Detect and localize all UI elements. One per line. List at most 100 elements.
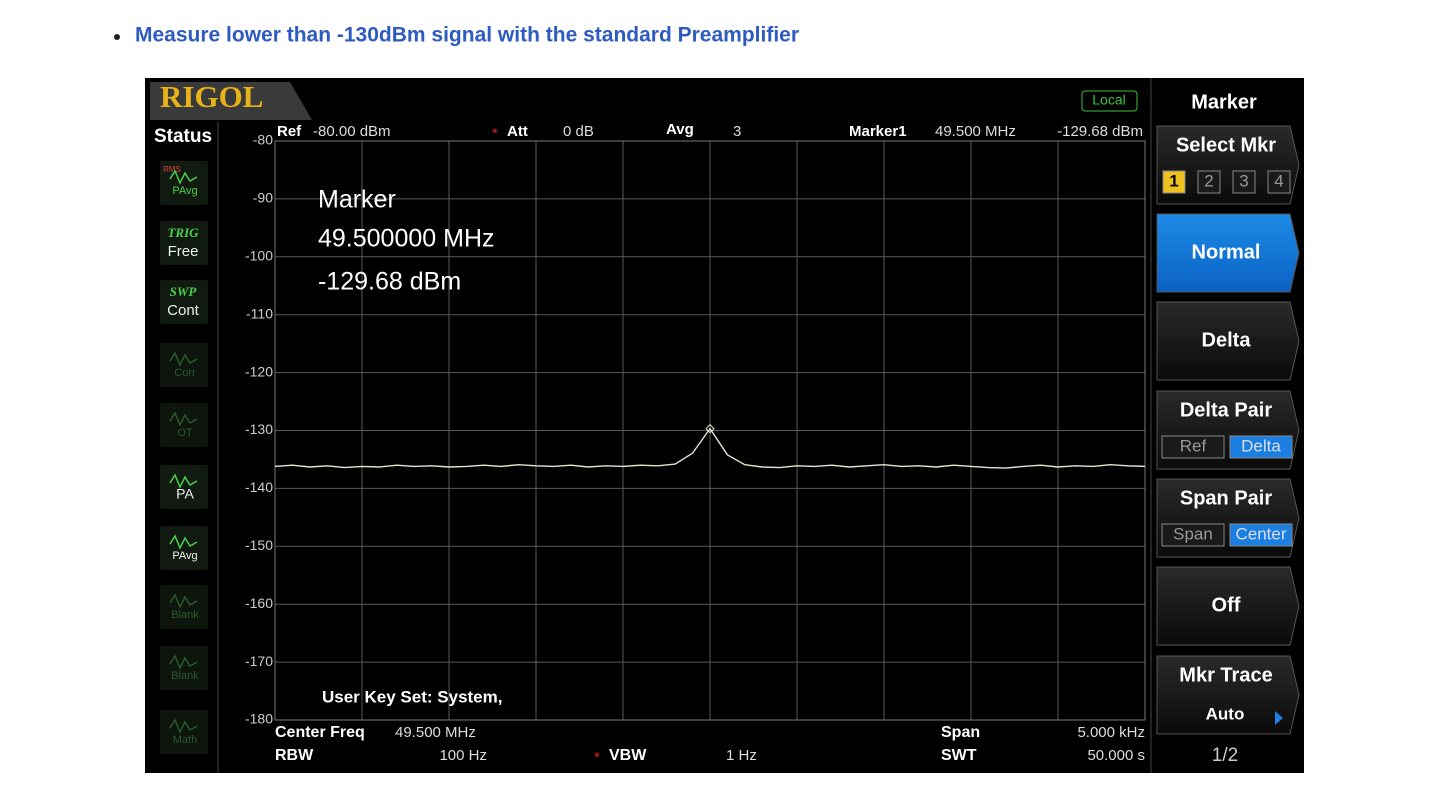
menu-button-label: Normal: [1192, 241, 1261, 263]
marker-overlay-title: Marker: [318, 186, 396, 214]
marker-freq: 49.500 MHz: [935, 123, 1016, 140]
status-icon: [169, 718, 198, 734]
rbw-label: RBW: [275, 747, 314, 764]
menu-option-box[interactable]: [1267, 170, 1291, 194]
menu-option-box[interactable]: [1229, 435, 1293, 459]
ref-value: -80.00 dBm: [313, 123, 391, 140]
bullet-text: Measure lower than -130dBm signal with t…: [135, 24, 799, 47]
status-icon-text: RMS: [163, 165, 181, 174]
status-label: Blank: [171, 609, 199, 621]
swt-label: SWT: [941, 747, 977, 764]
status-icon-text: SWP: [170, 284, 198, 299]
status-icon: [169, 411, 198, 427]
marker-overlay-freq: 49.500000 MHz: [318, 225, 495, 253]
y-tick-label: -90: [253, 190, 273, 206]
instrument-screen: [145, 78, 1304, 773]
plot: [274, 140, 1146, 721]
marker-label: Marker1: [849, 123, 907, 140]
span-value: 5.000 kHz: [1077, 724, 1145, 741]
menu-option-box[interactable]: [1161, 435, 1225, 459]
y-tick-label: -160: [245, 595, 273, 611]
menu-button[interactable]: [1156, 213, 1300, 293]
status-icon: [169, 534, 198, 550]
status-icon: [169, 593, 198, 609]
menu-option-box[interactable]: [1161, 523, 1225, 547]
rbw-value: 100 Hz: [439, 747, 487, 764]
trace: [274, 427, 1146, 469]
status-icon: [169, 351, 198, 367]
att-label: Att: [507, 123, 528, 140]
menu-option: Delta: [1241, 436, 1281, 455]
logo-band: [150, 82, 312, 120]
bullet: [114, 34, 120, 40]
status-label: Cont: [167, 302, 200, 319]
menu-button[interactable]: [1156, 125, 1300, 205]
att-asterisk: *: [492, 125, 498, 142]
status-icon: [169, 654, 198, 670]
menu-option-box[interactable]: [1229, 523, 1293, 547]
status-title: Status: [154, 126, 212, 147]
y-tick-label: -130: [245, 421, 273, 437]
plot-border: [274, 140, 1146, 721]
menu-option: Span: [1173, 524, 1213, 543]
att-value: 0 dB: [563, 123, 594, 140]
local-box: [1081, 90, 1138, 112]
menu-button-label: Delta: [1202, 329, 1252, 351]
status-icon-box: [160, 646, 208, 690]
menu-option: 1: [1169, 171, 1178, 190]
menu-title: Marker: [1191, 91, 1257, 113]
y-tick-label: -140: [245, 479, 273, 495]
status-label: PAvg: [172, 550, 197, 562]
menu-option-box[interactable]: [1197, 170, 1221, 194]
local-indicator: Local: [1092, 92, 1125, 108]
menu-button-sub: Auto: [1206, 704, 1245, 723]
menu-button[interactable]: [1156, 566, 1300, 646]
status-icon-box: [160, 585, 208, 629]
center-label: Center Freq: [275, 724, 365, 741]
avg-value: 3: [733, 123, 741, 140]
status-icon-box: [160, 526, 208, 570]
menu-option-box[interactable]: [1162, 170, 1186, 194]
user-key-set: User Key Set: System,: [322, 687, 502, 706]
menu-button[interactable]: [1156, 655, 1300, 735]
y-tick-label: -80: [253, 132, 273, 148]
menu-arrow: [1275, 711, 1283, 725]
y-tick-label: -180: [245, 711, 273, 727]
menu-button-label: Off: [1212, 594, 1241, 616]
menu-button-label: Select Mkr: [1176, 134, 1276, 156]
status-label: OT: [177, 427, 193, 439]
menu-button[interactable]: [1156, 301, 1300, 381]
ref-label: Ref: [277, 123, 302, 140]
menu-button-label: Mkr Trace: [1179, 664, 1272, 686]
menu-button-label: Delta Pair: [1180, 399, 1272, 421]
vbw-label: VBW: [609, 747, 647, 764]
status-label: PA: [176, 486, 194, 502]
menu-option: Center: [1235, 524, 1286, 543]
status-icon: [169, 473, 198, 489]
menu-page: 1/2: [1212, 745, 1238, 766]
status-label: PAvg: [172, 185, 197, 197]
logo: RIGOL: [160, 79, 263, 114]
y-tick-label: -170: [245, 653, 273, 669]
vbw-asterisk: *: [594, 749, 600, 766]
status-icon-box: [160, 343, 208, 387]
status-label: Corr: [174, 367, 196, 379]
vbw-value: 1 Hz: [726, 747, 757, 764]
status-label: Math: [173, 734, 197, 746]
y-tick-label: -100: [245, 248, 273, 264]
y-tick-label: -120: [245, 363, 273, 379]
status-icon-box: [160, 710, 208, 754]
span-label: Span: [941, 724, 980, 741]
status-icon-box: [160, 403, 208, 447]
menu-button-label: Span Pair: [1180, 487, 1272, 509]
menu-option: 3: [1239, 171, 1248, 190]
status-icon-box: [160, 280, 208, 324]
avg-label: Avg: [666, 121, 694, 138]
menu-option-box[interactable]: [1232, 170, 1256, 194]
marker-amp: -129.68 dBm: [1057, 123, 1143, 140]
menu-option: 2: [1204, 171, 1213, 190]
menu-option: 4: [1274, 171, 1283, 190]
marker-diamond: [705, 423, 715, 434]
